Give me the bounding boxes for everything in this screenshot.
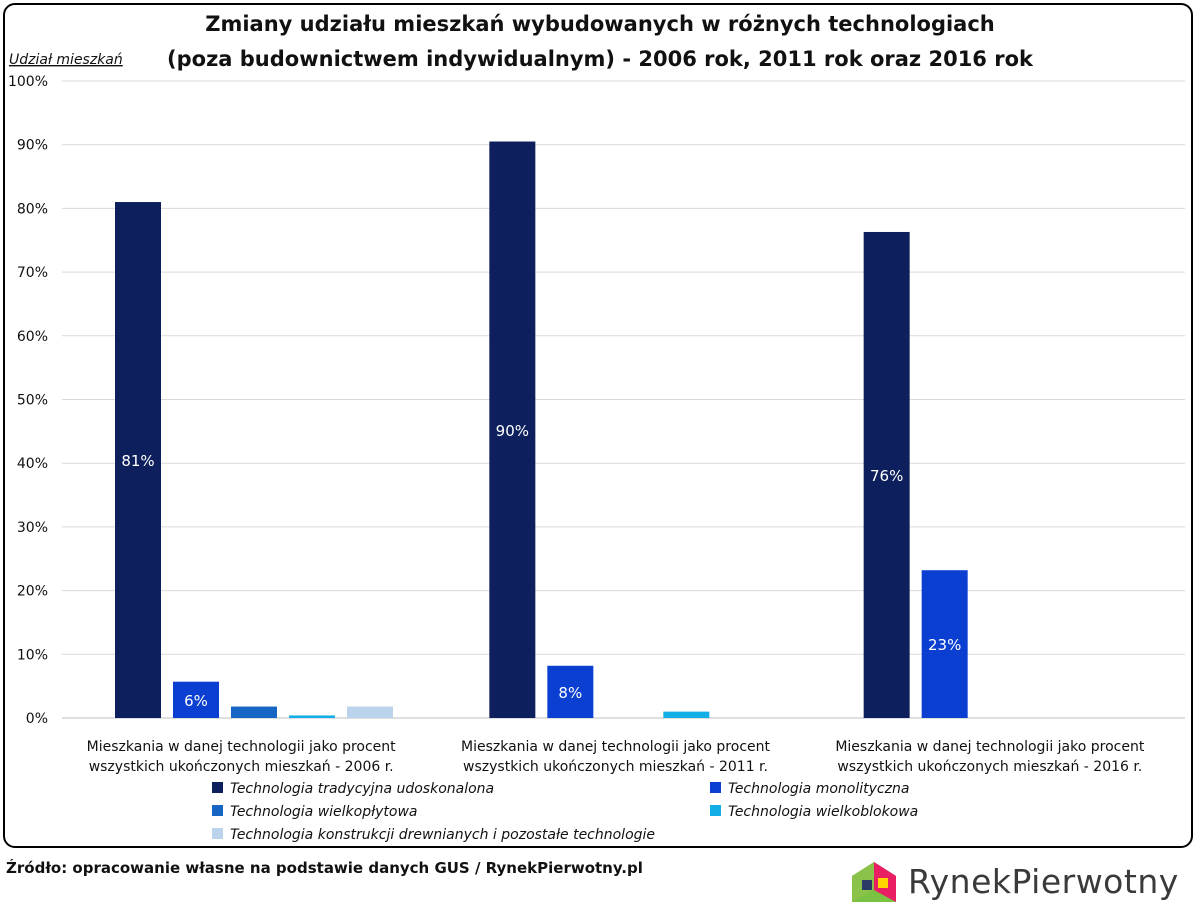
- legend-swatch: [212, 805, 223, 816]
- y-tick-labels: 0% 10% 20% 30% 40% 50% 60% 70% 80% 90% 100%: [8, 74, 48, 727]
- y-tick-label: 30%: [17, 520, 48, 536]
- category-label: Mieszkania w danej technologii jako proc…: [87, 739, 397, 755]
- chart-title-line-1: Zmiany udziału mieszkań wybudowanych w r…: [205, 12, 995, 36]
- bar: [173, 681, 219, 718]
- category-label: Mieszkania w danej technologii jako proc…: [461, 739, 771, 755]
- category-label: Mieszkania w danej technologii jako proc…: [835, 739, 1145, 755]
- y-tick-label: 20%: [17, 584, 48, 600]
- category-label: wszystkich ukończonych mieszkań - 2006 r…: [89, 759, 394, 775]
- bar-data-label: 81%: [121, 452, 154, 470]
- category-labels: Mieszkania w danej technologii jako proc…: [87, 739, 1145, 775]
- bar: [347, 706, 393, 718]
- y-tick-label: 70%: [17, 265, 48, 281]
- y-tick-label: 90%: [17, 138, 48, 154]
- source-note: Źródło: opracowanie własne na podstawie …: [6, 859, 643, 877]
- legend-swatch: [212, 782, 223, 793]
- bar: [489, 141, 536, 718]
- y-tick-label: 0%: [26, 711, 48, 727]
- y-tick-label: 10%: [17, 647, 48, 663]
- logo: RynekPierwotny: [848, 856, 1179, 906]
- legend-label: Technologia tradycyjna udoskonalona: [230, 781, 494, 797]
- bar: [863, 231, 910, 718]
- legend-label: Technologia monolityczna: [728, 781, 909, 797]
- bar-data-label: 8%: [558, 684, 582, 702]
- house-logo-icon: [852, 862, 896, 902]
- legend-swatch: [212, 828, 223, 839]
- y-axis-title: Udział mieszkań: [9, 52, 123, 68]
- legend-swatch: [710, 805, 721, 816]
- bar-data-label: 6%: [184, 692, 208, 710]
- y-tick-label: 100%: [8, 74, 48, 90]
- legend-label: Technologia wielkoblokowa: [728, 804, 918, 820]
- bar: [231, 706, 277, 718]
- y-tick-label: 60%: [17, 329, 48, 345]
- legend: Technologia tradycyjna udoskonalona Techn…: [212, 781, 918, 843]
- category-label: wszystkich ukończonych mieszkań - 2011 r…: [463, 759, 768, 775]
- y-tick-label: 50%: [17, 393, 48, 409]
- chart: Zmiany udziału mieszkań wybudowanych w r…: [8, 12, 1185, 843]
- legend-label: Technologia konstrukcji drewnianych i po…: [230, 827, 655, 843]
- bar-data-label: 23%: [928, 636, 961, 654]
- y-tick-label: 80%: [17, 201, 48, 217]
- bar: [547, 665, 594, 718]
- bar: [115, 202, 161, 718]
- chart-frame: [3, 3, 1193, 848]
- bars: 81% 6% 90% 8% 76% 23%: [115, 141, 968, 718]
- bar: [921, 570, 968, 718]
- gridlines: [62, 80, 1185, 719]
- category-label: wszystkich ukończonych mieszkań - 2016 r…: [837, 759, 1142, 775]
- chart-title-line-2: (poza budownictwem indywidualnym) - 2006…: [167, 47, 1034, 71]
- logo-text: RynekPierwotny: [908, 861, 1179, 901]
- bar: [289, 715, 335, 718]
- y-tick-label: 40%: [17, 456, 48, 472]
- bar: [663, 711, 710, 718]
- bar-data-label: 76%: [870, 467, 903, 485]
- legend-label: Technologia wielkopłytowa: [230, 804, 418, 820]
- legend-swatch: [710, 782, 721, 793]
- bar-data-label: 90%: [496, 422, 529, 440]
